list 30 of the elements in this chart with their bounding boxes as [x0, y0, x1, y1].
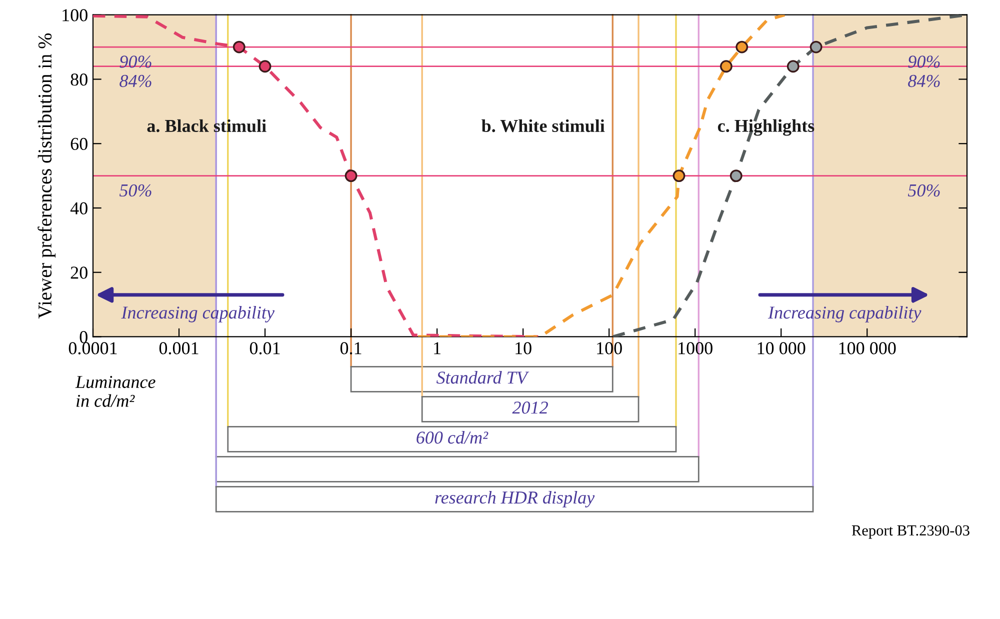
text: Standard TV	[436, 371, 530, 384]
x-axis-title: Luminance in cd/m²	[75, 376, 156, 407]
x-tick-label: 10 000	[758, 342, 806, 354]
y-tick-label: 100	[62, 9, 88, 22]
text: 600 cd/m²	[416, 431, 488, 444]
text: 90%	[908, 56, 940, 68]
text: 2012	[512, 402, 548, 414]
text: Report BT.2390-03	[852, 525, 970, 539]
y-tick-label: 20	[70, 266, 88, 279]
text: 50%	[908, 184, 940, 197]
y-tick-label: 40	[70, 202, 88, 214]
x-tick-label: 1	[434, 342, 440, 354]
y-axis-title: Viewer preferences distribution in %	[38, 33, 56, 319]
y-tick-label: 80	[70, 73, 88, 86]
text: research HDR display	[435, 490, 595, 508]
x-tick-label: 10	[516, 342, 532, 354]
x-tick-label: 0.0001	[68, 342, 117, 354]
ref-line-label: 90%	[120, 56, 152, 68]
y-tick-label: 60	[70, 138, 88, 150]
annotation: c. Highlights	[718, 119, 814, 136]
x-tick-label: 0.01	[250, 342, 280, 354]
annotation: b. White stimuli	[482, 119, 605, 132]
ref-line-label: 84%	[120, 74, 152, 88]
x-tick-label: 1000	[678, 342, 712, 354]
y-tick-label: 0	[80, 330, 88, 344]
text: 84%	[908, 74, 940, 88]
x-tick-label: 0.001	[159, 342, 198, 354]
ref-line-label: 50%	[120, 184, 152, 197]
annotation: Increasing capability	[768, 306, 922, 322]
x-tick-label: 100 000	[839, 342, 896, 354]
